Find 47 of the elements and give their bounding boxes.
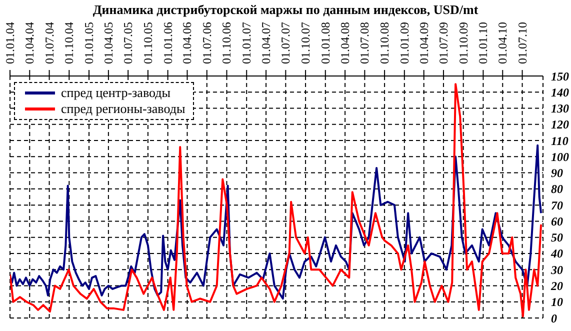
y-tick-label: 30 <box>550 262 563 277</box>
x-tick-label: 01.10.09 <box>456 22 470 64</box>
chart-title: Динамика дистрибуторской маржы по данным индексов, USD/mt <box>92 2 480 18</box>
y-tick-label: 90 <box>551 166 563 180</box>
y-tick-label: 50 <box>551 230 563 245</box>
x-tick-label: 01.10.05 <box>140 22 155 64</box>
x-tick-label: 01.07.10 <box>515 22 530 64</box>
y-tick-label: 0 <box>551 311 557 326</box>
y-tick-label: 150 <box>551 69 569 84</box>
x-tick-label: 01.04.04 <box>22 22 37 64</box>
x-tick-label: 01.10.07 <box>298 22 313 64</box>
y-tick-label: 120 <box>551 118 569 132</box>
x-tick-label: 01.07.09 <box>436 22 450 64</box>
x-tick-label: 01.07.08 <box>358 22 372 64</box>
x-tick-label: 01.01.07 <box>240 22 254 64</box>
x-tick-label: 01.04.05 <box>101 22 116 64</box>
y-tick-label: 70 <box>551 198 563 212</box>
x-tick-label: 01.07.07 <box>278 22 293 64</box>
x-tick-label: 01.10.04 <box>62 22 76 64</box>
y-tick-label: 60 <box>551 214 563 228</box>
y-tick-label: 100 <box>551 150 569 164</box>
x-tick-label: 01.04.08 <box>338 22 352 64</box>
y-tick-label: 130 <box>551 102 569 116</box>
x-tick-label: 01.04.07 <box>259 22 274 64</box>
x-tick-label: 01.01.08 <box>318 22 332 64</box>
x-tick-label: 01.04.09 <box>416 22 431 64</box>
x-tick-label: 01.04.10 <box>496 22 510 64</box>
y-tick-label: 20 <box>550 278 563 293</box>
legend-label: спред регионы-заводы <box>61 101 186 117</box>
legend-label: спред центр-заводы <box>61 85 170 101</box>
x-tick-label: 01.04.06 <box>180 22 194 64</box>
y-tick-label: 10 <box>551 295 563 310</box>
x-tick-label: 01.10.06 <box>220 22 234 64</box>
x-tick-label: 01.01.10 <box>476 22 490 64</box>
x-tick-label: 01.07.04 <box>42 22 56 64</box>
y-tick-label: 80 <box>551 182 563 196</box>
y-tick-label: 110 <box>551 134 568 148</box>
x-tick-label: 01.01.04 <box>3 22 17 64</box>
line-series <box>10 144 542 300</box>
x-tick-label: 01.07.06 <box>200 22 214 64</box>
x-tick-label: 01.10.08 <box>378 22 392 64</box>
y-tick-label: 140 <box>551 85 569 100</box>
x-tick-label: 01.01.09 <box>397 22 412 64</box>
y-tick-label: 40 <box>550 246 563 261</box>
x-tick-label: 01.07.05 <box>121 22 136 64</box>
x-tick-label: 01.01.05 <box>82 22 96 64</box>
x-tick-label: 01.01.06 <box>160 22 175 64</box>
